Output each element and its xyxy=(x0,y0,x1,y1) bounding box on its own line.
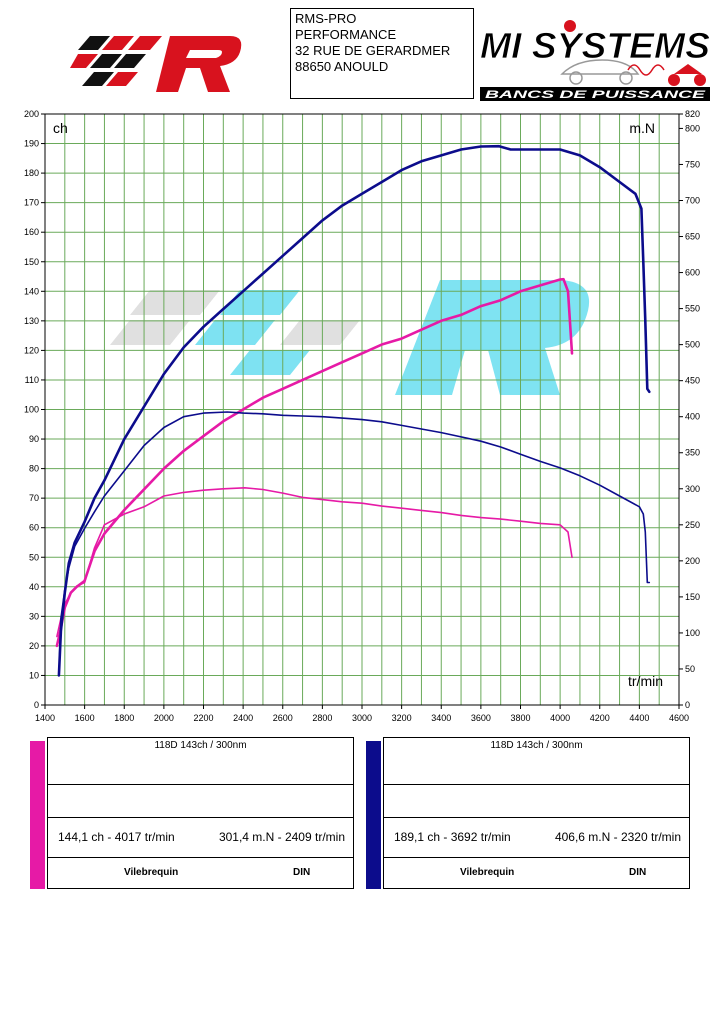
y-left-tick-label: 180 xyxy=(24,168,39,178)
y-right-tick-label: 450 xyxy=(685,376,700,386)
y-right-tick-label: 600 xyxy=(685,268,700,278)
y-left-tick-label: 50 xyxy=(29,552,39,562)
run1-crank-label: Vilebrequin xyxy=(124,867,179,878)
logo-tagline: BANCS DE PUISSANCE xyxy=(485,89,706,101)
run2-standard-label: DIN xyxy=(629,867,647,878)
y-right-tick-label: 500 xyxy=(685,340,700,350)
run2-crank-label: Vilebrequin xyxy=(460,867,515,878)
x-axis-unit: tr/min xyxy=(628,673,663,689)
y-left-tick-label: 100 xyxy=(24,405,39,415)
run2-peak-torque: 406,6 m.N - 2320 tr/min xyxy=(554,830,681,844)
run2-color-strip xyxy=(366,741,381,889)
y-left-tick-label: 10 xyxy=(29,670,39,680)
y-left-tick-label: 120 xyxy=(24,345,39,355)
watermark-logo xyxy=(110,280,590,395)
x-tick-label: 2400 xyxy=(233,713,253,723)
y-left-tick-label: 40 xyxy=(29,582,39,592)
x-tick-label: 1400 xyxy=(35,713,55,723)
x-tick-label: 2800 xyxy=(312,713,332,723)
run1-table: 118D 143ch / 300nm 144,1 ch - 4017 tr/mi… xyxy=(47,737,354,889)
car-silhouette-icon xyxy=(560,59,640,85)
motorbike-icon xyxy=(668,64,706,86)
dyno-wave-icon xyxy=(627,64,665,76)
logo-wordmark: MI SYSTEMS xyxy=(480,25,710,66)
dyno-chart: 0 10 20 30 40 50 60 70 80 90 100 110 120 130 140 150 160… xyxy=(24,109,700,723)
address-line: RMS-PRO xyxy=(295,11,357,26)
x-tick-label: 1600 xyxy=(75,713,95,723)
y-left-tick-label: 170 xyxy=(24,198,39,208)
address-line: 88650 ANOULD xyxy=(295,59,389,74)
y-left-tick-label: 150 xyxy=(24,257,39,267)
y-right-tick-label: 820 xyxy=(685,109,700,119)
y-left-tick-label: 90 xyxy=(29,434,39,444)
y-right-tick-label: 50 xyxy=(685,664,695,674)
address-line: PERFORMANCE xyxy=(295,27,397,42)
y-right-tick-label: 200 xyxy=(685,556,700,566)
x-tick-label: 3800 xyxy=(510,713,530,723)
address-box: RMS-PRO PERFORMANCE 32 RUE DE GERARDMER … xyxy=(290,8,474,99)
y-left-tick-label: 60 xyxy=(29,523,39,533)
y-left-tick-label: 190 xyxy=(24,139,39,149)
x-tick-label: 4000 xyxy=(550,713,570,723)
y-left-tick-label: 110 xyxy=(25,375,39,385)
letter-r-icon xyxy=(156,36,242,92)
y-left-unit: ch xyxy=(53,120,68,136)
y-right-tick-label: 700 xyxy=(685,195,700,205)
checkered-flag-icon xyxy=(70,36,162,86)
x-tick-label: 1800 xyxy=(114,713,134,723)
series-line-2 xyxy=(56,486,573,638)
axes: 0 10 20 30 40 50 60 70 80 90 100 110 120 130 140 150 160… xyxy=(24,109,700,723)
run2-table: 118D 143ch / 300nm 189,1 ch - 3692 tr/mi… xyxy=(383,737,690,889)
grid xyxy=(45,114,679,705)
y-right-tick-label: 750 xyxy=(685,159,700,169)
run1-color-strip xyxy=(30,741,45,889)
y-left-tick-label: 130 xyxy=(24,316,39,326)
y-left-tick-label: 20 xyxy=(29,641,39,651)
rms-logo xyxy=(70,36,242,92)
y-left-tick-label: 0 xyxy=(34,700,39,710)
x-tick-label: 2200 xyxy=(193,713,213,723)
run1-peak-power: 144,1 ch - 4017 tr/min xyxy=(58,830,175,844)
dot-icon xyxy=(564,20,576,32)
y-right-unit: m.N xyxy=(629,120,655,136)
result-panel-run1: 118D 143ch / 300nm 144,1 ch - 4017 tr/mi… xyxy=(30,737,354,889)
y-right-tick-label: 650 xyxy=(685,232,700,242)
x-tick-label: 4400 xyxy=(629,713,649,723)
y-left-tick-label: 160 xyxy=(24,227,39,237)
x-tick-label: 3400 xyxy=(431,713,451,723)
run2-title: 118D 143ch / 300nm xyxy=(490,740,583,751)
y-right-tick-label: 550 xyxy=(685,304,700,314)
y-right-tick-label: 800 xyxy=(685,123,700,133)
y-left-tick-label: 70 xyxy=(29,493,39,503)
x-tick-label: 3600 xyxy=(471,713,491,723)
result-panel-run2: 118D 143ch / 300nm 189,1 ch - 3692 tr/mi… xyxy=(366,737,690,889)
y-right-tick-label: 100 xyxy=(685,628,700,638)
series-layer xyxy=(55,144,651,677)
y-right-tick-label: 250 xyxy=(685,520,700,530)
y-left-tick-label: 140 xyxy=(24,286,39,296)
x-tick-label: 4600 xyxy=(669,713,689,723)
y-right-tick-label: 350 xyxy=(685,448,700,458)
y-left-tick-label: 80 xyxy=(29,464,39,474)
address-line: 32 RUE DE GERARDMER xyxy=(295,43,451,58)
mi-systems-logo: MI SYSTEMS BANCS DE PUISSANCE xyxy=(480,20,710,101)
run1-standard-label: DIN xyxy=(293,867,311,878)
x-tick-label: 3000 xyxy=(352,713,372,723)
y-left-tick-label: 200 xyxy=(24,109,39,119)
y-right-tick-label: 400 xyxy=(685,412,700,422)
series-line-4 xyxy=(58,411,651,676)
y-right-tick-label: 0 xyxy=(685,700,690,710)
x-tick-label: 2600 xyxy=(273,713,293,723)
run2-peak-power: 189,1 ch - 3692 tr/min xyxy=(394,830,511,844)
y-right-tick-label: 150 xyxy=(685,592,700,602)
series-line-3 xyxy=(57,144,651,677)
x-tick-label: 4200 xyxy=(590,713,610,723)
y-left-tick-label: 30 xyxy=(29,611,39,621)
y-right-tick-label: 300 xyxy=(685,484,700,494)
run1-title: 118D 143ch / 300nm xyxy=(154,740,247,751)
x-tick-label: 2000 xyxy=(154,713,174,723)
run1-peak-torque: 301,4 m.N - 2409 tr/min xyxy=(218,830,345,844)
x-tick-label: 3200 xyxy=(392,713,412,723)
